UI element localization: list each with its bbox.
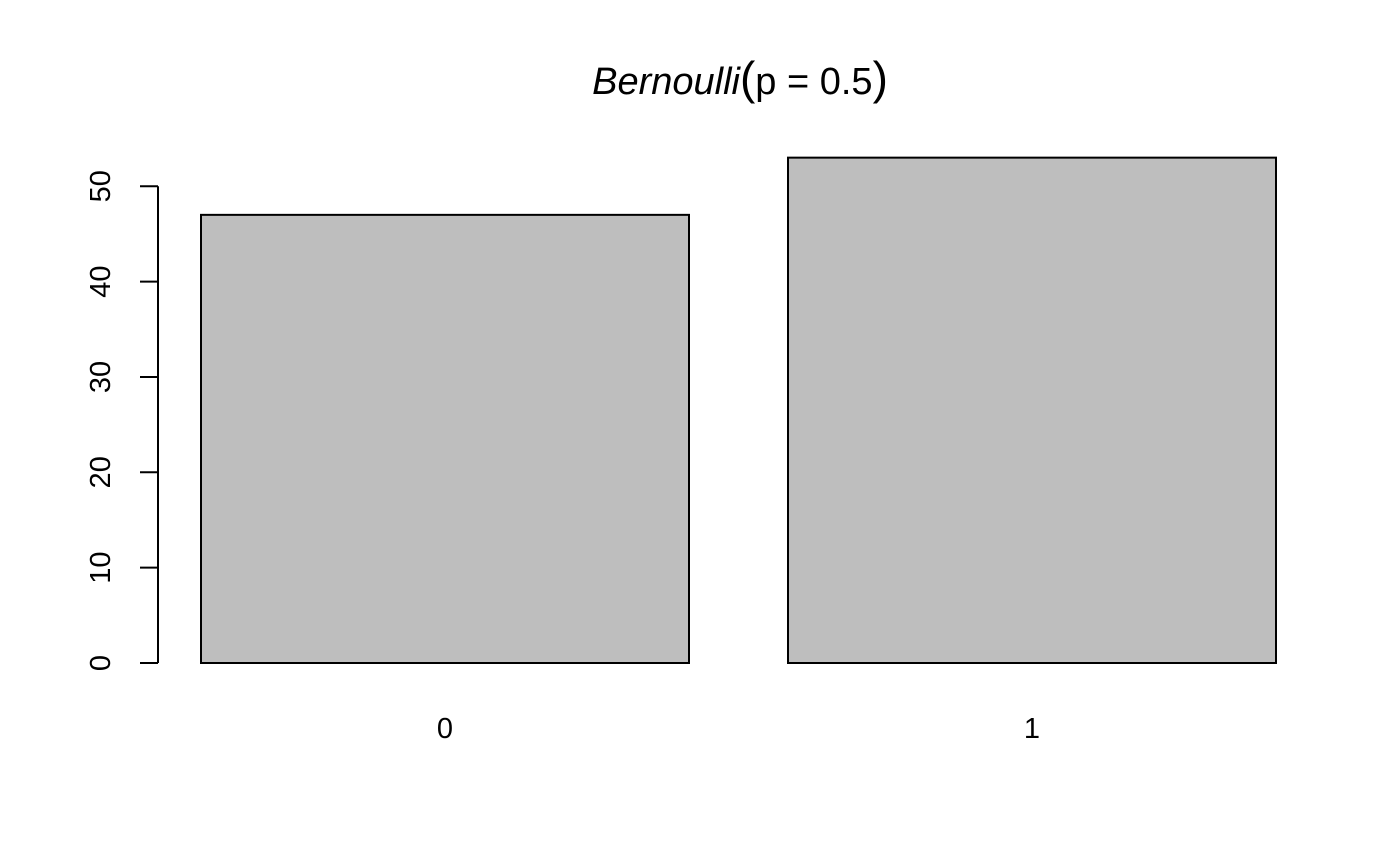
bar-1 <box>787 156 1277 665</box>
y-tick-label: 10 <box>85 552 117 584</box>
bar-0 <box>200 213 690 664</box>
x-tick-label: 0 <box>437 713 453 745</box>
chart-title-open-paren: ( <box>740 52 756 104</box>
y-tick-label: 50 <box>85 170 117 202</box>
y-axis: 0 10 20 30 40 50 <box>85 170 159 671</box>
chart-title: Bernoulli(p = 0.5) <box>592 52 888 104</box>
chart-title-parameter: p = 0.5 <box>755 61 872 103</box>
y-tick-label: 40 <box>85 265 117 297</box>
y-tick-label: 20 <box>85 456 117 488</box>
y-tick-label: 30 <box>85 361 117 393</box>
y-tick-label: 0 <box>85 655 117 671</box>
x-tick-label: 1 <box>1024 713 1040 745</box>
chart-title-distribution: Bernoulli <box>592 61 741 103</box>
bars <box>200 156 1277 665</box>
chart-title-close-paren: ) <box>873 52 888 104</box>
